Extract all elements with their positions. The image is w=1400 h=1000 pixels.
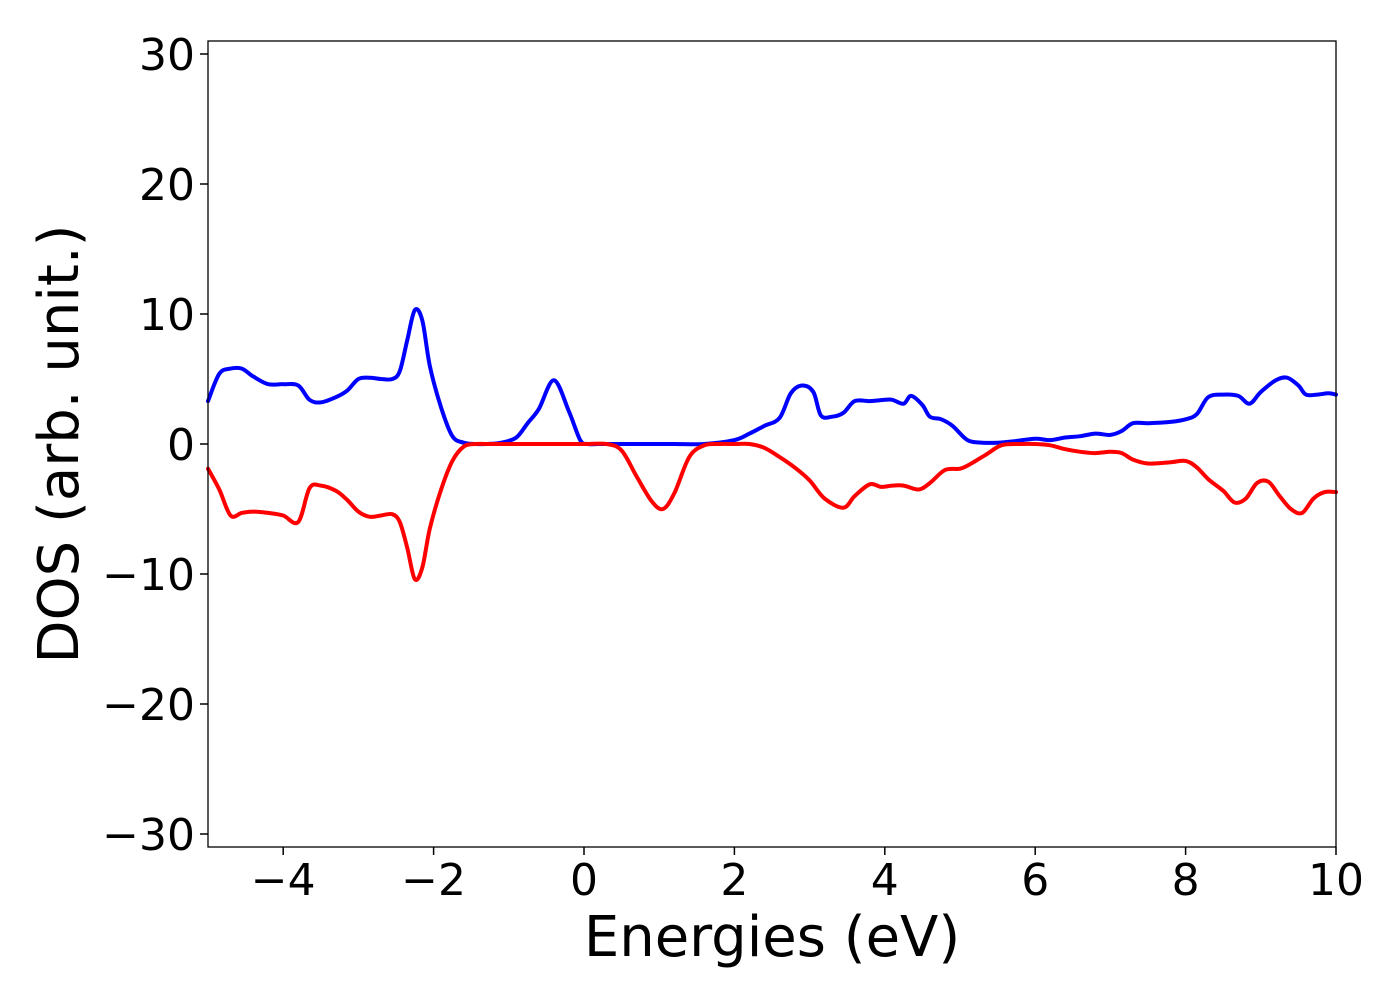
y-tick-label: 30 [139, 30, 195, 81]
plot-frame [207, 40, 1337, 848]
y-tick-label: −20 [102, 680, 195, 731]
y-tick-label: 20 [139, 160, 195, 211]
x-axis-label: Energies (eV) [584, 905, 960, 970]
series-line-1 [206, 441, 1338, 582]
y-tick-label: 0 [167, 420, 195, 471]
x-tick-label: −2 [401, 855, 466, 906]
x-tick-label: 6 [1021, 855, 1049, 906]
y-tick-label: −30 [102, 810, 195, 861]
y-axis: −30 −20 −10 0 10 20 30 [102, 30, 208, 861]
x-tick-label: 0 [570, 855, 598, 906]
x-tick-label: −4 [251, 855, 316, 906]
x-tick-label: 4 [871, 855, 899, 906]
y-tick-label: 10 [139, 290, 195, 341]
x-tick-label: 2 [720, 855, 748, 906]
y-tick-label: −10 [102, 550, 195, 601]
series-layer [206, 307, 1338, 582]
series-line-0 [206, 307, 1338, 447]
x-axis: −4 −2 0 2 4 6 8 10 [251, 847, 1364, 906]
x-tick-label: 8 [1172, 855, 1200, 906]
x-tick-label: 10 [1308, 855, 1364, 906]
y-axis-label: DOS (arb. unit.) [27, 224, 92, 663]
